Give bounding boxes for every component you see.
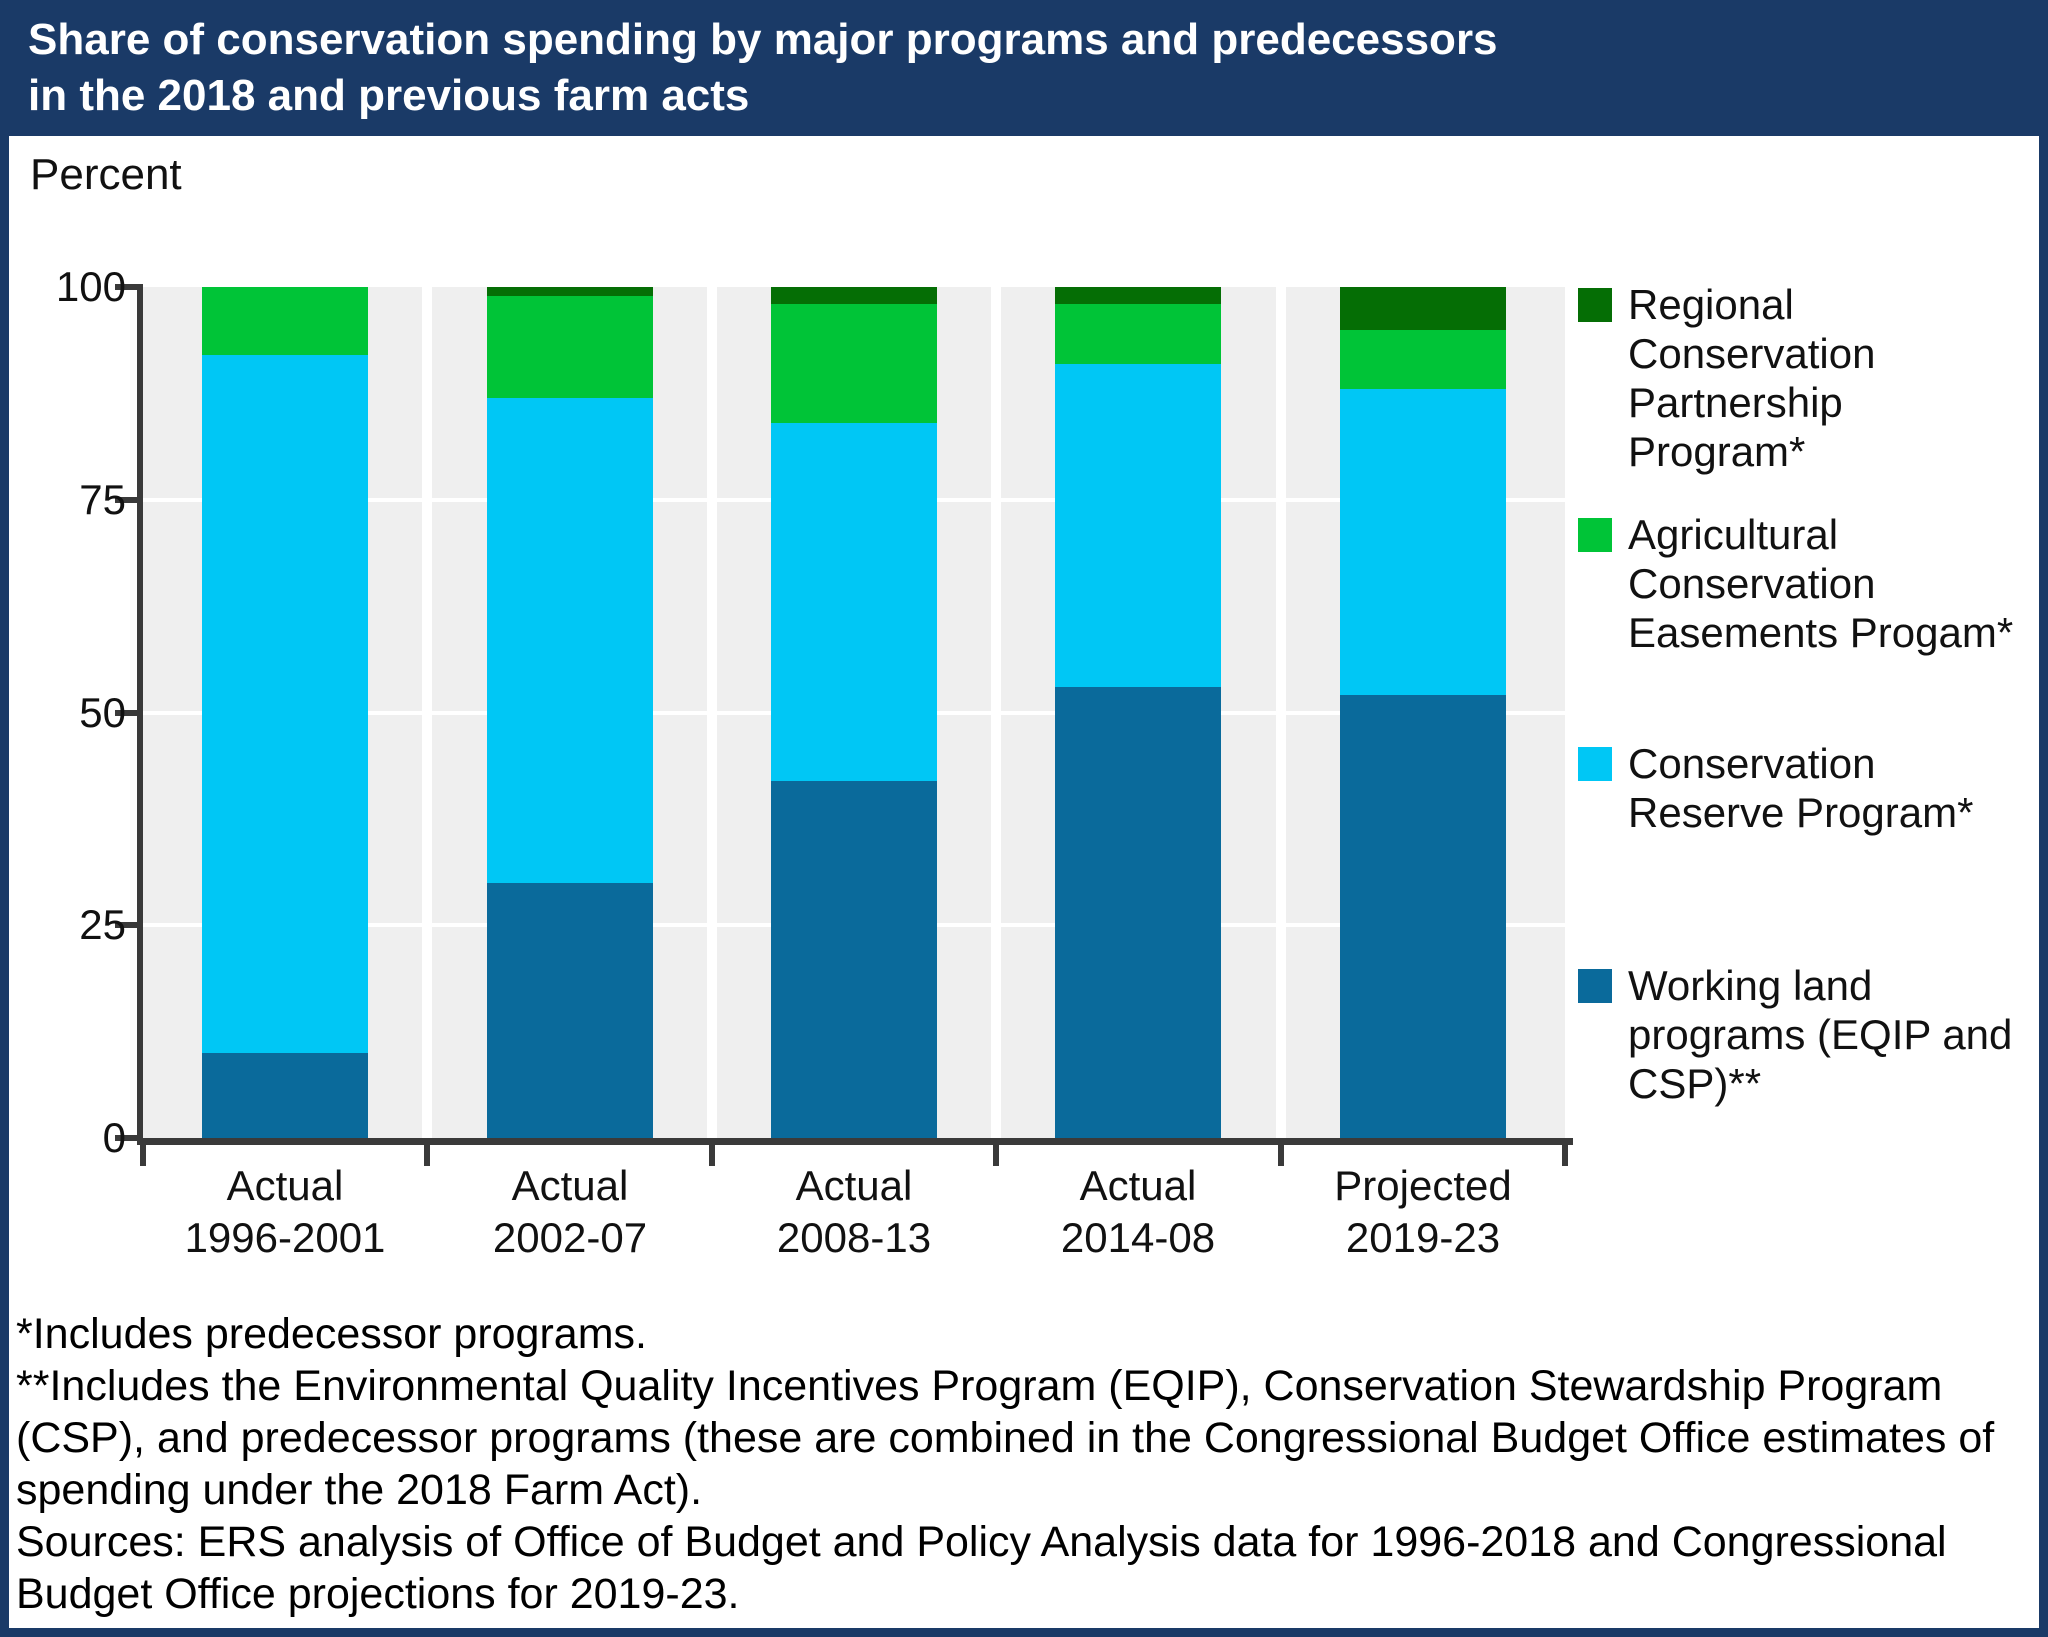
y-axis-tick [115, 496, 143, 503]
legend-swatch-crp [1578, 747, 1612, 781]
y-axis-tick-label: 75 [79, 475, 126, 523]
x-axis-tick [1562, 1140, 1568, 1166]
y-axis-line [137, 287, 143, 1145]
bar-segment [771, 780, 937, 1138]
x-label-line1: Actual [511, 1162, 629, 1209]
x-label-line1: Projected [1334, 1162, 1512, 1209]
y-axis-tick [115, 709, 143, 716]
x-label-line2: 2014-08 [1060, 1214, 1216, 1261]
bar-segment [1055, 304, 1222, 364]
y-axis-tick [115, 284, 143, 290]
x-axis-tick [140, 1140, 146, 1166]
x-label-line1: Actual [795, 1162, 913, 1209]
x-label-line2: 2008-13 [776, 1214, 932, 1261]
x-label-line2: 2019-23 [1345, 1214, 1501, 1261]
x-axis-tick [1277, 1140, 1284, 1166]
footnote-1: *Includes predecessor programs. [16, 1310, 647, 1358]
y-axis-tick [115, 1135, 143, 1141]
bar-segment [1055, 686, 1222, 1138]
bar-segment [486, 287, 653, 296]
x-axis-tick [708, 1140, 715, 1166]
bar-segment [1339, 287, 1506, 330]
x-axis-tick [993, 1140, 1000, 1166]
legend-label-acep: Agricultural Conservation Easements Prog… [1628, 511, 2014, 656]
x-axis-line [137, 1138, 1573, 1145]
bar-segment [486, 882, 653, 1138]
bar-segment [202, 1052, 369, 1138]
bar-segment [771, 287, 937, 305]
x-label-line1: Actual [226, 1162, 344, 1209]
chart-title-line2: in the 2018 and previous farm acts [28, 71, 750, 120]
y-axis-tick-label: 50 [79, 688, 126, 736]
bar-segment [486, 295, 653, 398]
bar-segment [1055, 363, 1222, 687]
y-axis-tick [115, 922, 143, 929]
x-axis-tick [424, 1140, 431, 1166]
y-axis-tick-label: 0 [102, 1114, 126, 1161]
bar-segment [771, 423, 937, 781]
y-axis-tick-label: 100 [55, 263, 126, 310]
x-axis-label: Actual 2014-08 [995, 1160, 1281, 1264]
legend-swatch-working-land [1578, 969, 1612, 1003]
x-axis-label: Actual 2008-13 [711, 1160, 997, 1264]
footnotes: *Includes predecessor programs. **Includ… [16, 1308, 2008, 1620]
bar-segment [202, 355, 369, 1053]
legend-label-rcpp: Regional Conservation Partnership Progra… [1628, 281, 1876, 475]
x-axis-label: Actual 1996-2001 [142, 1160, 428, 1264]
title-band: Share of conservation spending by major … [0, 0, 2048, 136]
bar-segment [1339, 695, 1506, 1138]
bar-segment [1055, 287, 1222, 305]
legend-label-crp: Conservation Reserve Program* [1628, 740, 1974, 836]
bar-segment [202, 287, 369, 356]
legend-swatch-rcpp [1578, 288, 1612, 322]
x-label-line2: 2002-07 [492, 1214, 648, 1261]
y-axis-tick-label: 25 [79, 901, 126, 949]
y-axis-title: Percent [30, 150, 182, 199]
x-label-line1: Actual [1079, 1162, 1197, 1209]
x-label-line2: 1996-2001 [184, 1214, 386, 1261]
bar-segment [1339, 329, 1506, 390]
footnote-2: **Includes the Environmental Quality Inc… [16, 1362, 1995, 1514]
chart-plot [143, 287, 1565, 1138]
bar-segment [1339, 389, 1506, 696]
x-axis-label: Projected 2019-23 [1280, 1160, 1566, 1264]
legend-label-working-land: Working land programs (EQIP and CSP)** [1628, 962, 2013, 1107]
bar-segment [771, 304, 937, 424]
sources: Sources: ERS analysis of Office of Budge… [16, 1518, 1947, 1618]
bar-segment [486, 397, 653, 883]
chart-title: Share of conservation spending by major … [28, 12, 1928, 124]
chart-title-line1: Share of conservation spending by major … [28, 15, 1498, 64]
x-axis-label: Actual 2002-07 [427, 1160, 713, 1264]
legend-swatch-acep [1578, 518, 1612, 552]
